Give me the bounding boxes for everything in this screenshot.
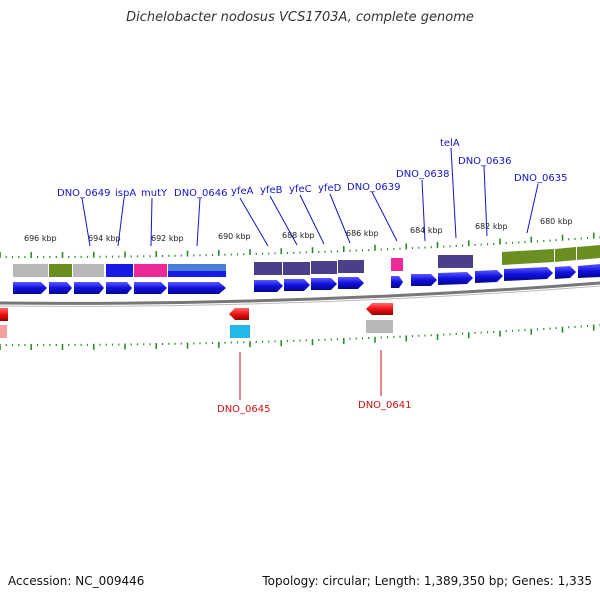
- cog-block: [168, 264, 226, 271]
- forward-gene-arrow: [338, 277, 364, 289]
- forward-gene-arrow: [74, 282, 104, 294]
- gene-label: DNO_0646: [174, 188, 228, 199]
- gene-label: DNO_0636: [458, 156, 512, 167]
- forward-gene-arrow: [254, 280, 283, 292]
- forward-gene-arrow: [578, 264, 600, 278]
- reverse-cog-blocks: [0, 320, 393, 338]
- kbp-label: 688 kbp: [282, 231, 315, 240]
- forward-gene-arrow: [311, 278, 337, 290]
- gene-label: yfeA: [231, 186, 254, 197]
- genome-backbone-shadow: [0, 285, 600, 307]
- forward-gene-arrow: [168, 282, 226, 294]
- forward-gene-arrow: [284, 279, 310, 291]
- cog-block: [502, 249, 554, 265]
- genome-backbone: [0, 281, 600, 305]
- cog-block: [311, 261, 337, 274]
- forward-genes: [13, 264, 600, 294]
- cog-blocks: [13, 245, 600, 277]
- cog-block: [555, 247, 576, 262]
- cog-block: [230, 325, 250, 338]
- forward-gene-arrow: [411, 274, 437, 286]
- reverse-genes: [0, 303, 393, 321]
- cog-block: [73, 264, 104, 277]
- kbp-label-group: 696 kbp 694 kbp 692 kbp 690 kbp 688 kbp …: [24, 217, 573, 243]
- cog-block: [366, 320, 393, 333]
- cog-block: [168, 271, 226, 277]
- kbp-label: 680 kbp: [540, 217, 573, 226]
- leader-line: [239, 197, 269, 247]
- reverse-label-lines: [239, 350, 382, 400]
- leader-line: [526, 183, 539, 234]
- gene-label: yfeD: [318, 183, 342, 194]
- leader-line: [299, 194, 325, 245]
- cog-block: [438, 255, 473, 268]
- cog-block: [338, 260, 364, 273]
- forward-gene-arrow: [13, 282, 47, 294]
- gene-label: yfeB: [260, 185, 283, 196]
- cog-block: [49, 264, 72, 277]
- leader-line: [150, 197, 153, 247]
- genome-summary: Topology: circular; Length: 1,389,350 bp…: [262, 574, 592, 588]
- kbp-label: 682 kbp: [475, 222, 508, 231]
- forward-gene-arrow: [555, 266, 576, 279]
- gene-label: telA: [440, 138, 460, 149]
- forward-gene-arrow: [504, 267, 553, 281]
- cog-block: [106, 264, 133, 277]
- reverse-labels: DNO_0645 DNO_0641: [217, 400, 412, 415]
- leader-line: [450, 147, 457, 239]
- kbp-label: 684 kbp: [410, 226, 443, 235]
- cog-block: [283, 262, 310, 275]
- cog-block: [0, 325, 7, 338]
- gene-label: DNO_0639: [347, 182, 401, 193]
- gene-label: DNO_0645: [217, 404, 271, 415]
- accession-text: Accession: NC_009446: [8, 574, 145, 588]
- leader-line: [421, 179, 426, 242]
- forward-gene-arrow: [438, 272, 473, 285]
- reverse-gene-arrow: [0, 308, 8, 321]
- gene-label: DNO_0638: [396, 169, 450, 180]
- leader-line: [196, 197, 201, 247]
- forward-gene-arrow: [134, 282, 167, 294]
- forward-labels: DNO_0649 ispA mutY DNO_0646 yfeA yfeB yf…: [57, 138, 568, 199]
- forward-gene-arrow: [391, 276, 403, 288]
- leader-line: [329, 193, 351, 244]
- leader-line: [81, 197, 91, 247]
- gene-label: DNO_0635: [514, 173, 568, 184]
- forward-label-lines: [81, 147, 539, 247]
- leader-line: [269, 195, 298, 246]
- gene-label: DNO_0649: [57, 188, 111, 199]
- leader-line: [483, 165, 488, 237]
- inner-tick-ring: [0, 324, 600, 351]
- leader-line: [371, 191, 398, 242]
- gene-label: mutY: [141, 188, 168, 199]
- gene-label: yfeC: [289, 184, 312, 195]
- outer-tick-ring: [0, 232, 600, 259]
- reverse-gene-arrow: [366, 303, 393, 315]
- forward-gene-arrow: [475, 270, 503, 283]
- kbp-label: 686 kbp: [346, 229, 379, 238]
- forward-gene-arrow: [106, 282, 132, 294]
- forward-gene-arrow: [49, 282, 72, 294]
- page-title: Dichelobacter nodosus VCS1703A, complete…: [126, 10, 474, 25]
- cog-block: [391, 258, 403, 271]
- leader-line: [117, 197, 125, 247]
- kbp-label: 694 kbp: [88, 234, 121, 243]
- kbp-label: 690 kbp: [218, 232, 251, 241]
- gene-label: DNO_0641: [358, 400, 412, 411]
- kbp-label: 696 kbp: [24, 234, 57, 243]
- gene-label: ispA: [115, 188, 136, 199]
- cog-block: [134, 264, 167, 277]
- reverse-gene-arrow: [229, 308, 249, 320]
- cog-block: [13, 264, 48, 277]
- cog-block: [254, 262, 282, 275]
- cog-block: [577, 245, 600, 260]
- kbp-label: 692 kbp: [151, 234, 184, 243]
